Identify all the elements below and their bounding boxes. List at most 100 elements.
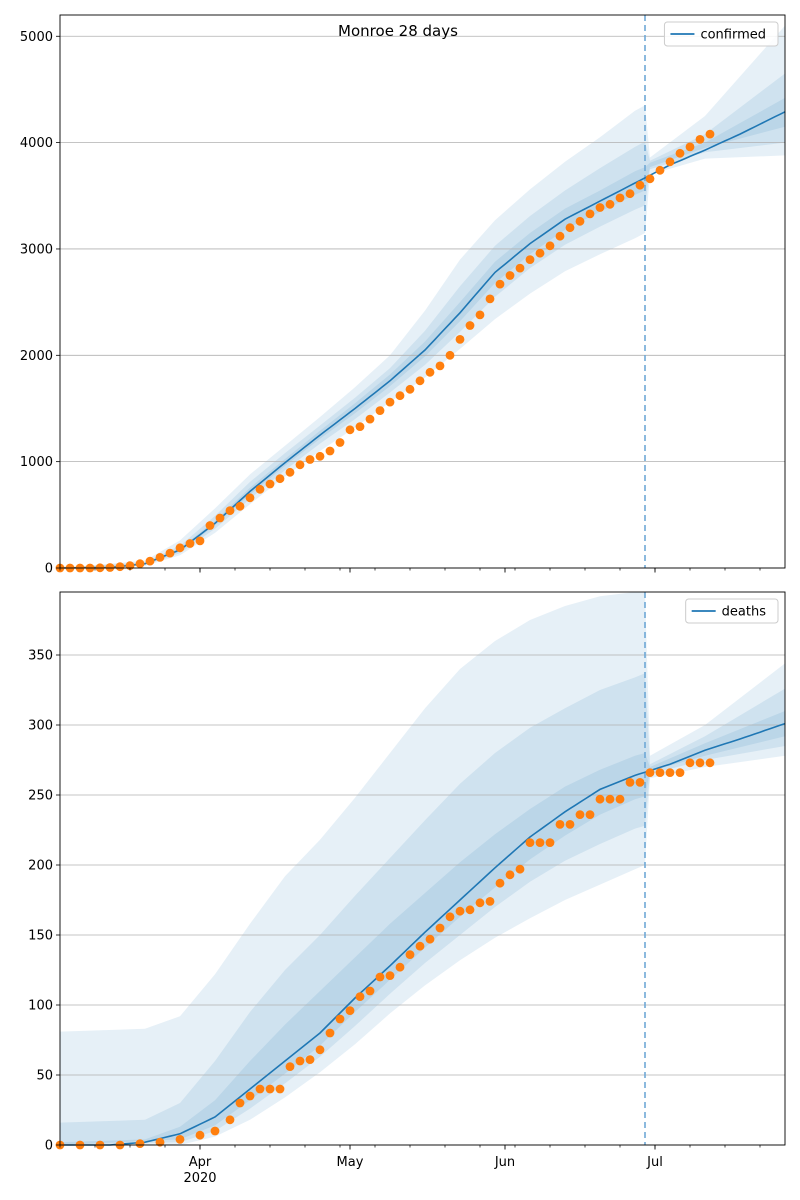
confirmed-observed-points (55, 129, 715, 573)
confirmed-observed-point (165, 548, 175, 558)
deaths-legend-label: deaths (722, 605, 767, 620)
deaths-observed-point (325, 1028, 335, 1038)
confirmed-observed-point (625, 189, 635, 199)
confirmed-observed-point (285, 467, 295, 477)
deaths-observed-point (655, 768, 665, 777)
confirmed-y-tick-label: 1000 (20, 455, 53, 470)
confirmed-observed-point (675, 148, 685, 158)
confirmed-observed-point (345, 425, 355, 435)
deaths-observed-point (605, 794, 615, 804)
deaths-y-ticks: 0 50 100 150 200 250 300 350 (28, 649, 60, 1154)
deaths-observed-point (305, 1055, 315, 1064)
deaths-observed-point (615, 794, 625, 804)
deaths-forecast-line (60, 722, 786, 1146)
deaths-observed-point (155, 1137, 165, 1147)
confirmed-observed-point (145, 556, 155, 566)
deaths-observed-point (405, 950, 415, 959)
deaths-observed-point (455, 906, 465, 916)
deaths-observed-point (255, 1084, 265, 1094)
confirmed-observed-point (235, 501, 245, 511)
deaths-y-tick-label: 100 (28, 999, 53, 1014)
confirmed-observed-point (555, 231, 565, 241)
confirmed-observed-point (215, 513, 225, 523)
deaths-axes-frame (59, 591, 786, 1146)
deaths-observed-point (245, 1091, 255, 1101)
deaths-observed-point (265, 1084, 275, 1094)
confirmed-observed-point (695, 135, 705, 144)
confirmed-observed-point (315, 451, 325, 461)
confirmed-observed-point (645, 174, 655, 184)
deaths-observed-point (385, 971, 395, 980)
confirmed-observed-point (255, 484, 265, 494)
confirmed-axes-frame (59, 14, 786, 569)
confirmed-observed-point (395, 391, 405, 401)
deaths-observed-point (575, 810, 585, 819)
confirmed-y-tick-label: 5000 (20, 30, 53, 45)
deaths-y-tick-label: 200 (28, 859, 53, 874)
deaths-observed-point (135, 1139, 145, 1148)
deaths-observed-point (505, 870, 515, 880)
deaths-observed-point (645, 768, 655, 777)
x-tick-label: Jun (494, 1155, 515, 1170)
confirmed-observed-point (205, 521, 215, 530)
confirmed-observed-point (505, 271, 515, 280)
confirmed-observed-point (325, 446, 335, 456)
deaths-observed-point (395, 962, 405, 972)
confirmed-legend: confirmed (663, 21, 779, 47)
confirmed-observed-point (655, 165, 665, 175)
confirmed-observed-point (635, 180, 645, 190)
deaths-observed-point (525, 838, 535, 847)
deaths-observed-point (495, 878, 505, 888)
deaths-observed-point (365, 986, 375, 996)
confirmed-observed-point (705, 129, 715, 139)
deaths-observed-point (315, 1045, 325, 1055)
x-tick-label: Jul (646, 1155, 663, 1170)
confirmed-panel: 0 1000 2000 3000 4000 5000 confirmed (20, 14, 786, 577)
deaths-observed-point (515, 864, 525, 874)
confirmed-observed-point (135, 559, 145, 569)
deaths-y-tick-label: 300 (28, 719, 53, 734)
confirmed-observed-point (245, 493, 255, 503)
confirmed-observed-point (295, 460, 305, 470)
confirmed-y-tick-label: 3000 (20, 242, 53, 257)
confirmed-band-1 (60, 25, 785, 569)
confirmed-observed-point (415, 376, 425, 386)
confirmed-observed-point (185, 539, 195, 548)
confirmed-observed-point (155, 553, 165, 562)
confirmed-confidence-bands (60, 25, 785, 569)
confirmed-band-2 (60, 73, 785, 568)
confirmed-y-tick-label: 0 (45, 562, 53, 577)
deaths-observed-point (555, 820, 565, 829)
deaths-observed-point (705, 758, 715, 768)
confirmed-observed-point (475, 310, 485, 320)
confirmed-observed-point (485, 294, 495, 304)
deaths-observed-point (415, 941, 425, 951)
confirmed-observed-point (545, 241, 555, 251)
deaths-observed-point (425, 934, 435, 944)
x-tick-label: May (337, 1155, 364, 1170)
confirmed-observed-point (515, 263, 525, 273)
confirmed-observed-point (535, 248, 545, 258)
deaths-band-2 (60, 673, 785, 1145)
confirmed-observed-point (585, 209, 595, 219)
deaths-y-tick-label: 0 (45, 1139, 53, 1154)
deaths-observed-point (565, 820, 575, 829)
deaths-observed-point (675, 768, 685, 777)
deaths-legend: deaths (685, 598, 779, 624)
confirmed-observed-point (365, 414, 375, 424)
deaths-band-1 (60, 592, 785, 1145)
confirmed-observed-point (525, 255, 535, 264)
confirmed-observed-point (685, 142, 695, 152)
confirmed-observed-point (465, 321, 475, 330)
deaths-observed-point (665, 768, 675, 777)
confirmed-observed-point (225, 506, 235, 515)
deaths-observed-point (210, 1126, 220, 1136)
confirmed-observed-point (435, 361, 445, 371)
confirmed-observed-point (495, 279, 505, 289)
confirmed-legend-label: confirmed (700, 28, 766, 43)
confirmed-observed-point (115, 562, 125, 572)
confirmed-y-tick-label: 4000 (20, 136, 53, 151)
confirmed-observed-point (195, 536, 205, 546)
confirmed-x-ticks (59, 568, 761, 573)
